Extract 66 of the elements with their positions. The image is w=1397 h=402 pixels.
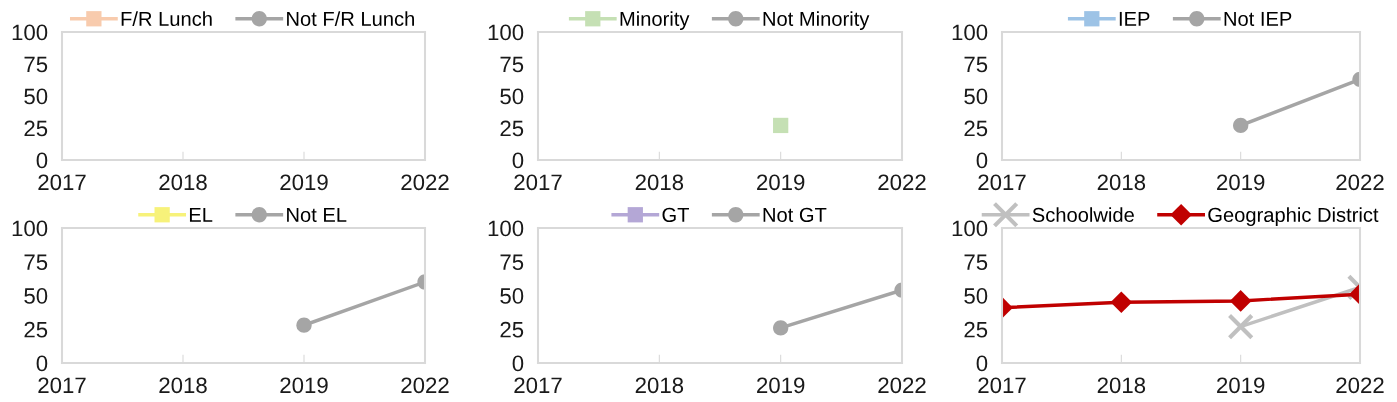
legend-label: Not F/R Lunch — [287, 11, 414, 27]
y-tick-label: 25 — [500, 120, 524, 137]
x-tick-label: 2019 — [757, 174, 805, 191]
y-tick-label: 0 — [976, 355, 988, 372]
x-tick-label: 2019 — [280, 174, 328, 191]
y-tick-label: 50 — [24, 288, 48, 304]
x-tick-label: 2018 — [1097, 377, 1146, 394]
y-tick-label: 0 — [512, 355, 524, 372]
y-tick-label: 50 — [964, 288, 988, 304]
y-tick-label: 75 — [500, 56, 524, 73]
y-tick-label: 25 — [500, 321, 524, 338]
y-tick-label: 75 — [964, 56, 988, 73]
x-tick-label: 2017 — [514, 174, 562, 191]
y-tick-label: 100 — [952, 220, 988, 237]
y-tick-label: 0 — [36, 355, 48, 372]
x-tick-label: 2017 — [38, 377, 86, 394]
legend-label: Not IEP — [1224, 11, 1292, 27]
x-tick-label: 2018 — [635, 174, 684, 191]
legend-label: Not GT — [763, 207, 827, 223]
y-tick-label: 75 — [500, 254, 524, 271]
x-tick-label: 2022 — [1336, 174, 1384, 191]
x-tick-label: 2019 — [1217, 174, 1265, 191]
x-tick-label: 2022 — [1336, 377, 1384, 394]
x-tick-label: 2017 — [38, 174, 86, 191]
x-tick-label: 2019 — [280, 377, 328, 394]
x-tick-label: 2017 — [978, 377, 1026, 394]
legend-label: Minority — [620, 11, 690, 30]
y-tick-label: 25 — [24, 120, 48, 137]
x-tick-label: 2022 — [401, 174, 449, 191]
legend-label: Not EL — [287, 207, 347, 223]
legend-label: Schoolwide — [1032, 207, 1134, 223]
y-tick-label: 50 — [24, 88, 48, 105]
legend-label: GT — [662, 207, 689, 223]
x-tick-label: 2019 — [1217, 377, 1265, 394]
y-tick-label: 50 — [964, 88, 988, 105]
legend-label: Geographic District — [1208, 207, 1379, 226]
x-tick-label: 2017 — [978, 174, 1026, 191]
legend-label: EL — [189, 207, 213, 222]
x-tick-label: 2018 — [159, 377, 207, 394]
y-tick-label: 100 — [12, 220, 48, 237]
legend-label: IEP — [1119, 11, 1150, 26]
legend-label: F/R Lunch — [121, 11, 212, 27]
x-tick-label: 2022 — [878, 377, 926, 394]
y-tick-label: 0 — [976, 152, 988, 169]
x-tick-label: 2018 — [635, 377, 684, 394]
legend-label: Not Minority — [763, 11, 870, 30]
y-tick-label: 25 — [964, 120, 988, 137]
x-tick-label: 2019 — [757, 377, 805, 394]
y-tick-label: 100 — [952, 24, 988, 41]
y-tick-label: 100 — [488, 220, 524, 237]
y-tick-label: 75 — [24, 56, 48, 73]
x-tick-label: 2018 — [1097, 174, 1146, 191]
y-tick-label: 75 — [964, 254, 988, 271]
y-tick-label: 25 — [24, 321, 48, 338]
y-tick-label: 100 — [488, 24, 524, 41]
y-tick-label: 0 — [36, 152, 48, 169]
y-tick-label: 0 — [512, 152, 524, 169]
x-tick-label: 2017 — [514, 377, 562, 394]
x-tick-label: 2022 — [401, 377, 449, 394]
x-tick-label: 2022 — [878, 174, 926, 191]
y-tick-label: 50 — [500, 288, 524, 304]
y-tick-label: 25 — [964, 321, 988, 338]
y-tick-label: 50 — [500, 88, 524, 105]
x-tick-label: 2018 — [159, 174, 207, 191]
y-tick-label: 100 — [12, 24, 48, 41]
y-tick-label: 75 — [24, 254, 48, 271]
